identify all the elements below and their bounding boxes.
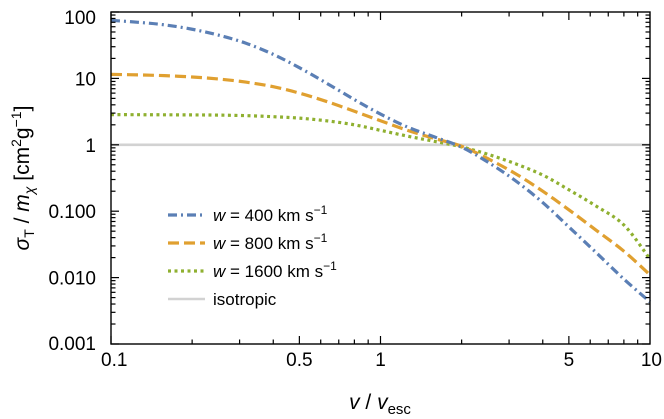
x-tick-label: 0.5 [286, 350, 312, 371]
y-tick-label: 0.100 [48, 202, 96, 223]
plot-curves [110, 18, 652, 304]
series-line-1 [110, 72, 652, 277]
y-tick-label: 0.001 [48, 334, 96, 355]
y-tick-label: 10 [75, 69, 96, 90]
y-tick-label: 0.010 [48, 269, 96, 290]
y-axis-label: σT / mχ [cm2g−1] [8, 106, 37, 251]
plot-frame [110, 11, 651, 345]
y-tick-label: 100 [64, 8, 96, 29]
series-line-0 [110, 18, 652, 304]
series-line-2 [110, 113, 652, 261]
legend-label-0: w = 400 km s−1 [213, 203, 328, 225]
x-tick-label: 0.1 [101, 350, 127, 371]
axis-ticks [110, 11, 650, 345]
legend-label-1: w = 800 km s−1 [213, 231, 328, 253]
legend-label-2: w = 1600 km s−1 [213, 259, 337, 281]
x-tick-label: 1 [375, 350, 386, 371]
tick-labels: 0.1 0.5 1 5 10 100 10 1 0.100 0.010 0.001 [48, 8, 662, 371]
legend: w = 400 km s−1 w = 800 km s−1 w = 1600 km … [168, 203, 337, 309]
x-axis-label: v / vesc [349, 391, 411, 418]
legend-label-3: isotropic [213, 290, 277, 309]
x-tick-label: 5 [564, 350, 575, 371]
x-tick-label: 10 [641, 350, 662, 371]
y-tick-label: 1 [85, 136, 96, 157]
